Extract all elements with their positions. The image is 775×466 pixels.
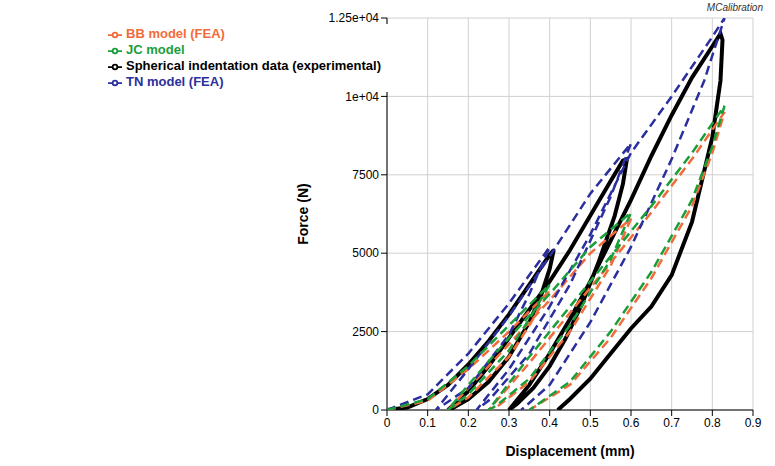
html-text:BB model (FEA): BB model (FEA) xyxy=(126,26,225,41)
svg-text:1e+04: 1e+04 xyxy=(345,90,379,104)
svg-text:1.25e+04: 1.25e+04 xyxy=(329,11,380,25)
svg-text:0.3: 0.3 xyxy=(501,416,518,430)
html-text:JC model: JC model xyxy=(126,42,185,57)
html-text:MCalibration: MCalibration xyxy=(706,2,763,13)
svg-text:0.8: 0.8 xyxy=(704,416,721,430)
svg-text:0: 0 xyxy=(384,416,391,430)
svg-text:7500: 7500 xyxy=(352,168,379,182)
svg-text:0.6: 0.6 xyxy=(623,416,640,430)
svg-text:0.7: 0.7 xyxy=(663,416,680,430)
svg-text:Force (N): Force (N) xyxy=(295,183,311,244)
svg-text:0.5: 0.5 xyxy=(582,416,599,430)
svg-text:0: 0 xyxy=(372,403,379,417)
svg-text:2500: 2500 xyxy=(352,325,379,339)
html-text:TN model (FEA): TN model (FEA) xyxy=(126,74,224,89)
svg-text:5000: 5000 xyxy=(352,246,379,260)
svg-text:0.2: 0.2 xyxy=(460,416,477,430)
svg-text:0.9: 0.9 xyxy=(745,416,762,430)
svg-text:Displacement (mm): Displacement (mm) xyxy=(505,443,634,459)
svg-text:0.1: 0.1 xyxy=(419,416,436,430)
svg-text:0.4: 0.4 xyxy=(541,416,558,430)
html-text:Spherical indentation data (ex: Spherical indentation data (experimental… xyxy=(126,58,381,73)
